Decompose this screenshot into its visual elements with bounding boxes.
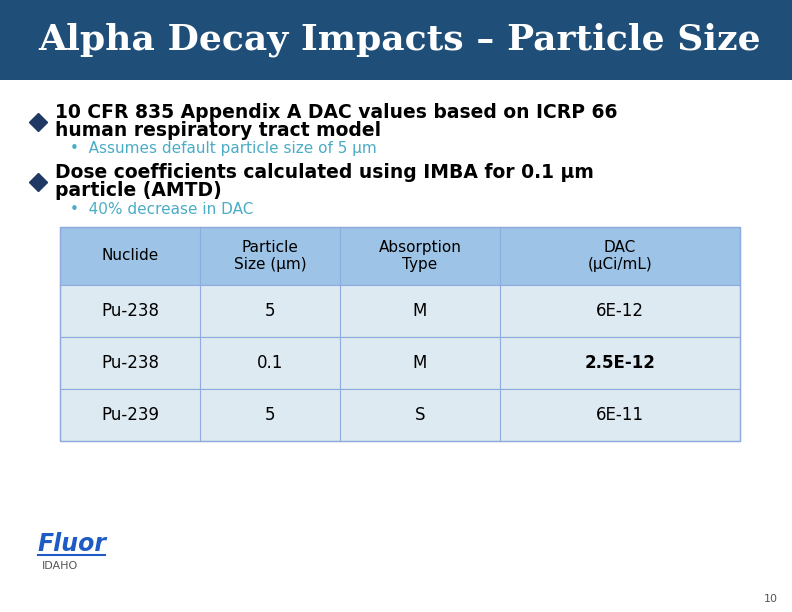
Text: 5: 5 — [265, 406, 276, 424]
FancyBboxPatch shape — [60, 389, 740, 441]
Text: 5: 5 — [265, 302, 276, 320]
Text: •  Assumes default particle size of 5 μm: • Assumes default particle size of 5 μm — [70, 141, 377, 157]
Text: S: S — [415, 406, 425, 424]
FancyBboxPatch shape — [60, 285, 740, 337]
Text: Absorption
Type: Absorption Type — [379, 240, 462, 272]
FancyBboxPatch shape — [60, 337, 740, 389]
Text: Alpha Decay Impacts – Particle Size: Alpha Decay Impacts – Particle Size — [38, 23, 760, 58]
Text: IDAHO: IDAHO — [42, 561, 78, 571]
Text: 10 CFR 835 Appendix A DAC values based on ICRP 66: 10 CFR 835 Appendix A DAC values based o… — [55, 103, 618, 122]
Text: Pu-238: Pu-238 — [101, 354, 159, 372]
Text: Pu-238: Pu-238 — [101, 302, 159, 320]
FancyBboxPatch shape — [60, 227, 740, 285]
Text: particle (AMTD): particle (AMTD) — [55, 182, 222, 201]
Text: Dose coefficients calculated using IMBA for 0.1 μm: Dose coefficients calculated using IMBA … — [55, 163, 594, 182]
Text: DAC
(μCi/mL): DAC (μCi/mL) — [588, 240, 653, 272]
Text: 0.1: 0.1 — [257, 354, 284, 372]
Text: Nuclide: Nuclide — [101, 248, 158, 264]
FancyBboxPatch shape — [0, 0, 792, 80]
Text: M: M — [413, 302, 427, 320]
Text: 6E-12: 6E-12 — [596, 302, 644, 320]
Text: human respiratory tract model: human respiratory tract model — [55, 122, 381, 141]
Text: 2.5E-12: 2.5E-12 — [584, 354, 656, 372]
Text: Particle
Size (μm): Particle Size (μm) — [234, 240, 307, 272]
Text: 10: 10 — [764, 594, 778, 604]
Text: 6E-11: 6E-11 — [596, 406, 644, 424]
Text: Fluor: Fluor — [38, 532, 107, 556]
Text: M: M — [413, 354, 427, 372]
Text: Pu-239: Pu-239 — [101, 406, 159, 424]
Text: •  40% decrease in DAC: • 40% decrease in DAC — [70, 201, 253, 217]
